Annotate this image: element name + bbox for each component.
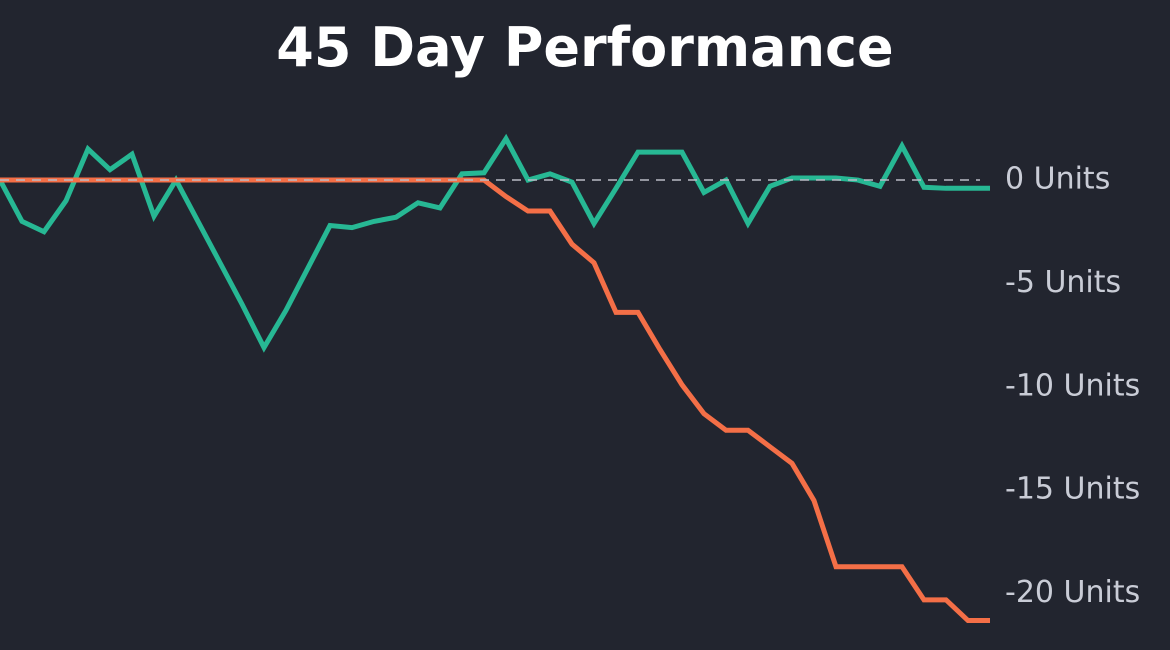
y-tick-label: -15 Units (1005, 472, 1140, 507)
y-tick-label: -10 Units (1005, 368, 1140, 403)
line (0, 177, 990, 624)
y-tick-label: 0 Units (1005, 162, 1110, 197)
chart-title: 45 Day Performance (276, 16, 893, 79)
y-tick-label: -5 Units (1005, 265, 1121, 300)
y-tick-label: -20 Units (1005, 575, 1140, 610)
line (0, 133, 990, 353)
